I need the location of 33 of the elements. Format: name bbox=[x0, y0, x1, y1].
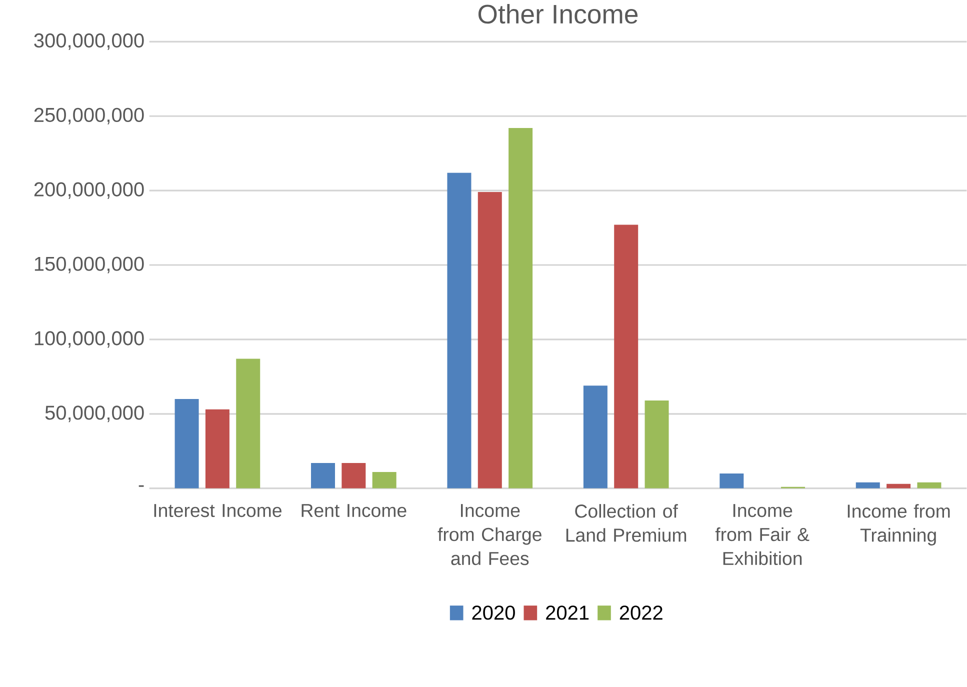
x-tick-label: Income from Trainning bbox=[848, 504, 950, 546]
bar bbox=[886, 484, 911, 488]
bar bbox=[917, 482, 942, 488]
bar bbox=[720, 473, 744, 488]
y-tick-label: 50,000,000 bbox=[45, 406, 144, 422]
chart-title: Other Income bbox=[478, 4, 638, 24]
bar bbox=[644, 400, 669, 488]
bar bbox=[311, 463, 336, 488]
y-tick-label: 300,000,000 bbox=[34, 33, 144, 50]
bar bbox=[614, 224, 638, 488]
bar bbox=[342, 463, 366, 488]
bar bbox=[372, 472, 396, 488]
bar bbox=[508, 128, 533, 488]
y-tick-label: 250,000,000 bbox=[34, 108, 144, 124]
legend-label: 2022 bbox=[620, 606, 662, 620]
bar bbox=[447, 172, 472, 488]
legend-label: 2020 bbox=[472, 606, 515, 620]
x-tick-label: Income from Fair & Exhibition bbox=[715, 504, 810, 566]
legend-label: 2021 bbox=[546, 606, 589, 620]
y-tick-label: 150,000,000 bbox=[34, 256, 144, 274]
bar bbox=[174, 399, 199, 488]
y-tick-label: 100,000,000 bbox=[34, 331, 144, 348]
bar bbox=[205, 409, 230, 488]
y-tick-label: - bbox=[138, 485, 144, 487]
bar bbox=[856, 482, 880, 488]
x-tick-label: Interest Income bbox=[154, 504, 282, 518]
bar bbox=[478, 192, 502, 488]
x-tick-label: Rent Income bbox=[302, 504, 406, 518]
x-tick-label: Income from Charge and Fees bbox=[438, 504, 542, 566]
bar bbox=[583, 386, 608, 488]
y-tick-label: 200,000,000 bbox=[34, 182, 144, 199]
x-tick-label: Collection of Land Premium bbox=[566, 504, 686, 542]
bar bbox=[236, 358, 260, 488]
